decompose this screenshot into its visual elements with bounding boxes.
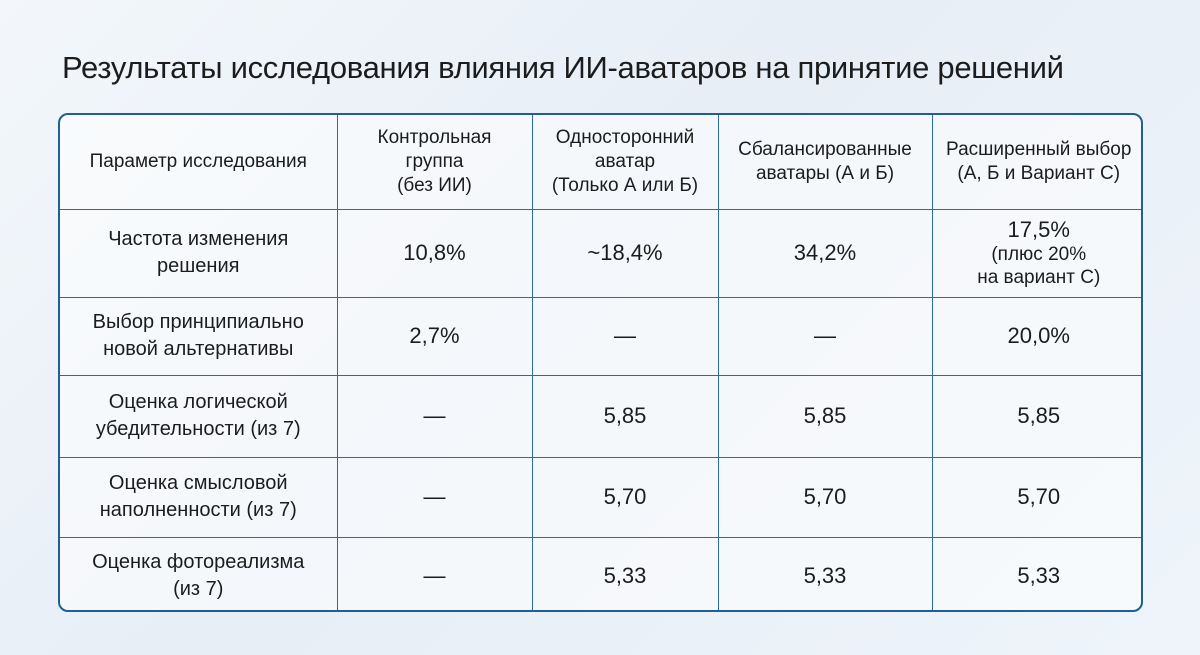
cell-line: (Только А или Б) <box>551 174 699 196</box>
cell-line: Сбалансированные <box>738 138 912 160</box>
cell-line: — <box>423 562 446 588</box>
value-cell: 5,85 <box>931 374 1141 458</box>
header-cell: Параметр исследования <box>60 115 338 210</box>
cell-line: убедительности (из 7) <box>95 418 301 440</box>
cell-line: 5,33 <box>803 562 847 588</box>
cell-line: (из 7) <box>173 577 224 600</box>
cell-line: 5,70 <box>1017 484 1061 509</box>
header-row: Параметр исследования Контрольная группа (б… <box>60 115 1141 210</box>
value-cell: — <box>336 536 533 610</box>
row-label: Частота изменения решения <box>60 208 338 298</box>
cell-line: 2,7% <box>409 323 460 348</box>
cell-line: (без ИИ) <box>397 174 472 196</box>
value-cell: ~18,4% <box>531 208 719 298</box>
row-label: Оценка фотореализма (из 7) <box>60 536 338 610</box>
cell-line: наполненности (из 7) <box>99 499 297 521</box>
data-row: Оценка фотореализма (из 7) — 5,33 5,33 5,33 <box>60 536 1141 610</box>
cell-line: 5,85 <box>803 403 847 428</box>
table-frame: Параметр исследования Контрольная группа (б… <box>58 113 1143 612</box>
cell-line: 34,2% <box>793 240 857 265</box>
value-cell: 5,33 <box>931 536 1141 610</box>
cell-line: 5,33 <box>1017 562 1061 588</box>
cell-line: 5,85 <box>1017 403 1061 428</box>
cell-line: Расширенный выбор <box>946 138 1132 160</box>
cell-line: Оценка фотореализма <box>92 550 305 573</box>
row-label: Оценка логической убедительности (из 7) <box>60 374 338 458</box>
cell-line: группа <box>405 150 464 172</box>
cell-line: (А, Б и Вариант С) <box>957 162 1121 184</box>
cell-line: 20,0% <box>1007 323 1070 348</box>
value-cell: 5,33 <box>531 536 719 610</box>
cell-line: 5,33 <box>603 562 647 588</box>
cell-line: решения <box>157 255 240 277</box>
header-cell: Односторонний аватар (Только А или Б) <box>531 115 719 210</box>
data-row: Частота изменения решения 10,8% ~18,4% 34,2%… <box>60 208 1141 298</box>
value-cell: 5,70 <box>531 456 719 538</box>
cell-line: 5,70 <box>603 484 647 509</box>
value-cell: 2,7% <box>336 296 533 376</box>
data-row: Оценка смысловой наполненности (из 7) — 5,7… <box>60 456 1141 538</box>
value-cell: 5,85 <box>717 374 933 458</box>
cell-line: Параметр исследования <box>89 150 307 172</box>
cell-line: 17,5% <box>1007 217 1070 242</box>
value-cell: 20,0% <box>931 296 1141 376</box>
cell-line: — <box>614 323 636 348</box>
cell-line: ~18,4% <box>587 240 663 265</box>
cell-line: (плюс 20% <box>991 244 1087 265</box>
cell-line: — <box>423 403 446 428</box>
header-cell: Контрольная группа (без ИИ) <box>336 115 533 210</box>
cell-line: аватар <box>594 150 656 172</box>
value-cell: 5,70 <box>717 456 933 538</box>
cell-line: — <box>423 484 446 509</box>
cell-line: — <box>814 323 836 348</box>
header-cell: Расширенный выбор (А, Б и Вариант С) <box>931 115 1141 210</box>
value-cell: 5,85 <box>531 374 719 458</box>
value-cell: 5,70 <box>931 456 1141 538</box>
value-cell: — <box>336 456 533 538</box>
cell-line: Частота изменения <box>108 228 289 250</box>
page-title: Результаты исследования влияния ИИ-авата… <box>62 50 1064 85</box>
value-cell: 10,8% <box>336 208 533 298</box>
cell-line: Выбор принципиально <box>92 311 304 333</box>
cell-line: 5,70 <box>803 484 847 509</box>
cell-line: Контрольная <box>377 126 492 148</box>
results-table: Параметр исследования Контрольная группа (б… <box>60 115 1141 610</box>
cell-line: 10,8% <box>403 240 466 265</box>
value-cell: — <box>717 296 933 376</box>
cell-line: Оценка смысловой <box>108 472 288 494</box>
value-cell: — <box>336 374 533 458</box>
cell-line: аватары (А и Б) <box>755 162 895 184</box>
value-cell: 5,33 <box>717 536 933 610</box>
value-cell: 17,5% (плюс 20% на вариант С) <box>931 208 1141 298</box>
cell-line: на вариант С) <box>977 267 1101 288</box>
row-label: Оценка смысловой наполненности (из 7) <box>60 456 338 538</box>
cell-line: 5,85 <box>603 403 647 428</box>
cell-line: Оценка логической <box>108 391 288 413</box>
value-cell: — <box>531 296 719 376</box>
data-row: Выбор принципиально новой альтернативы 2,7… <box>60 296 1141 376</box>
cell-line: новой альтернативы <box>103 338 294 360</box>
value-cell: 34,2% <box>717 208 933 298</box>
cell-line: Односторонний <box>555 126 695 148</box>
row-label: Выбор принципиально новой альтернативы <box>60 296 338 376</box>
header-cell: Сбалансированные аватары (А и Б) <box>717 115 933 210</box>
data-row: Оценка логической убедительности (из 7) — 5… <box>60 374 1141 458</box>
